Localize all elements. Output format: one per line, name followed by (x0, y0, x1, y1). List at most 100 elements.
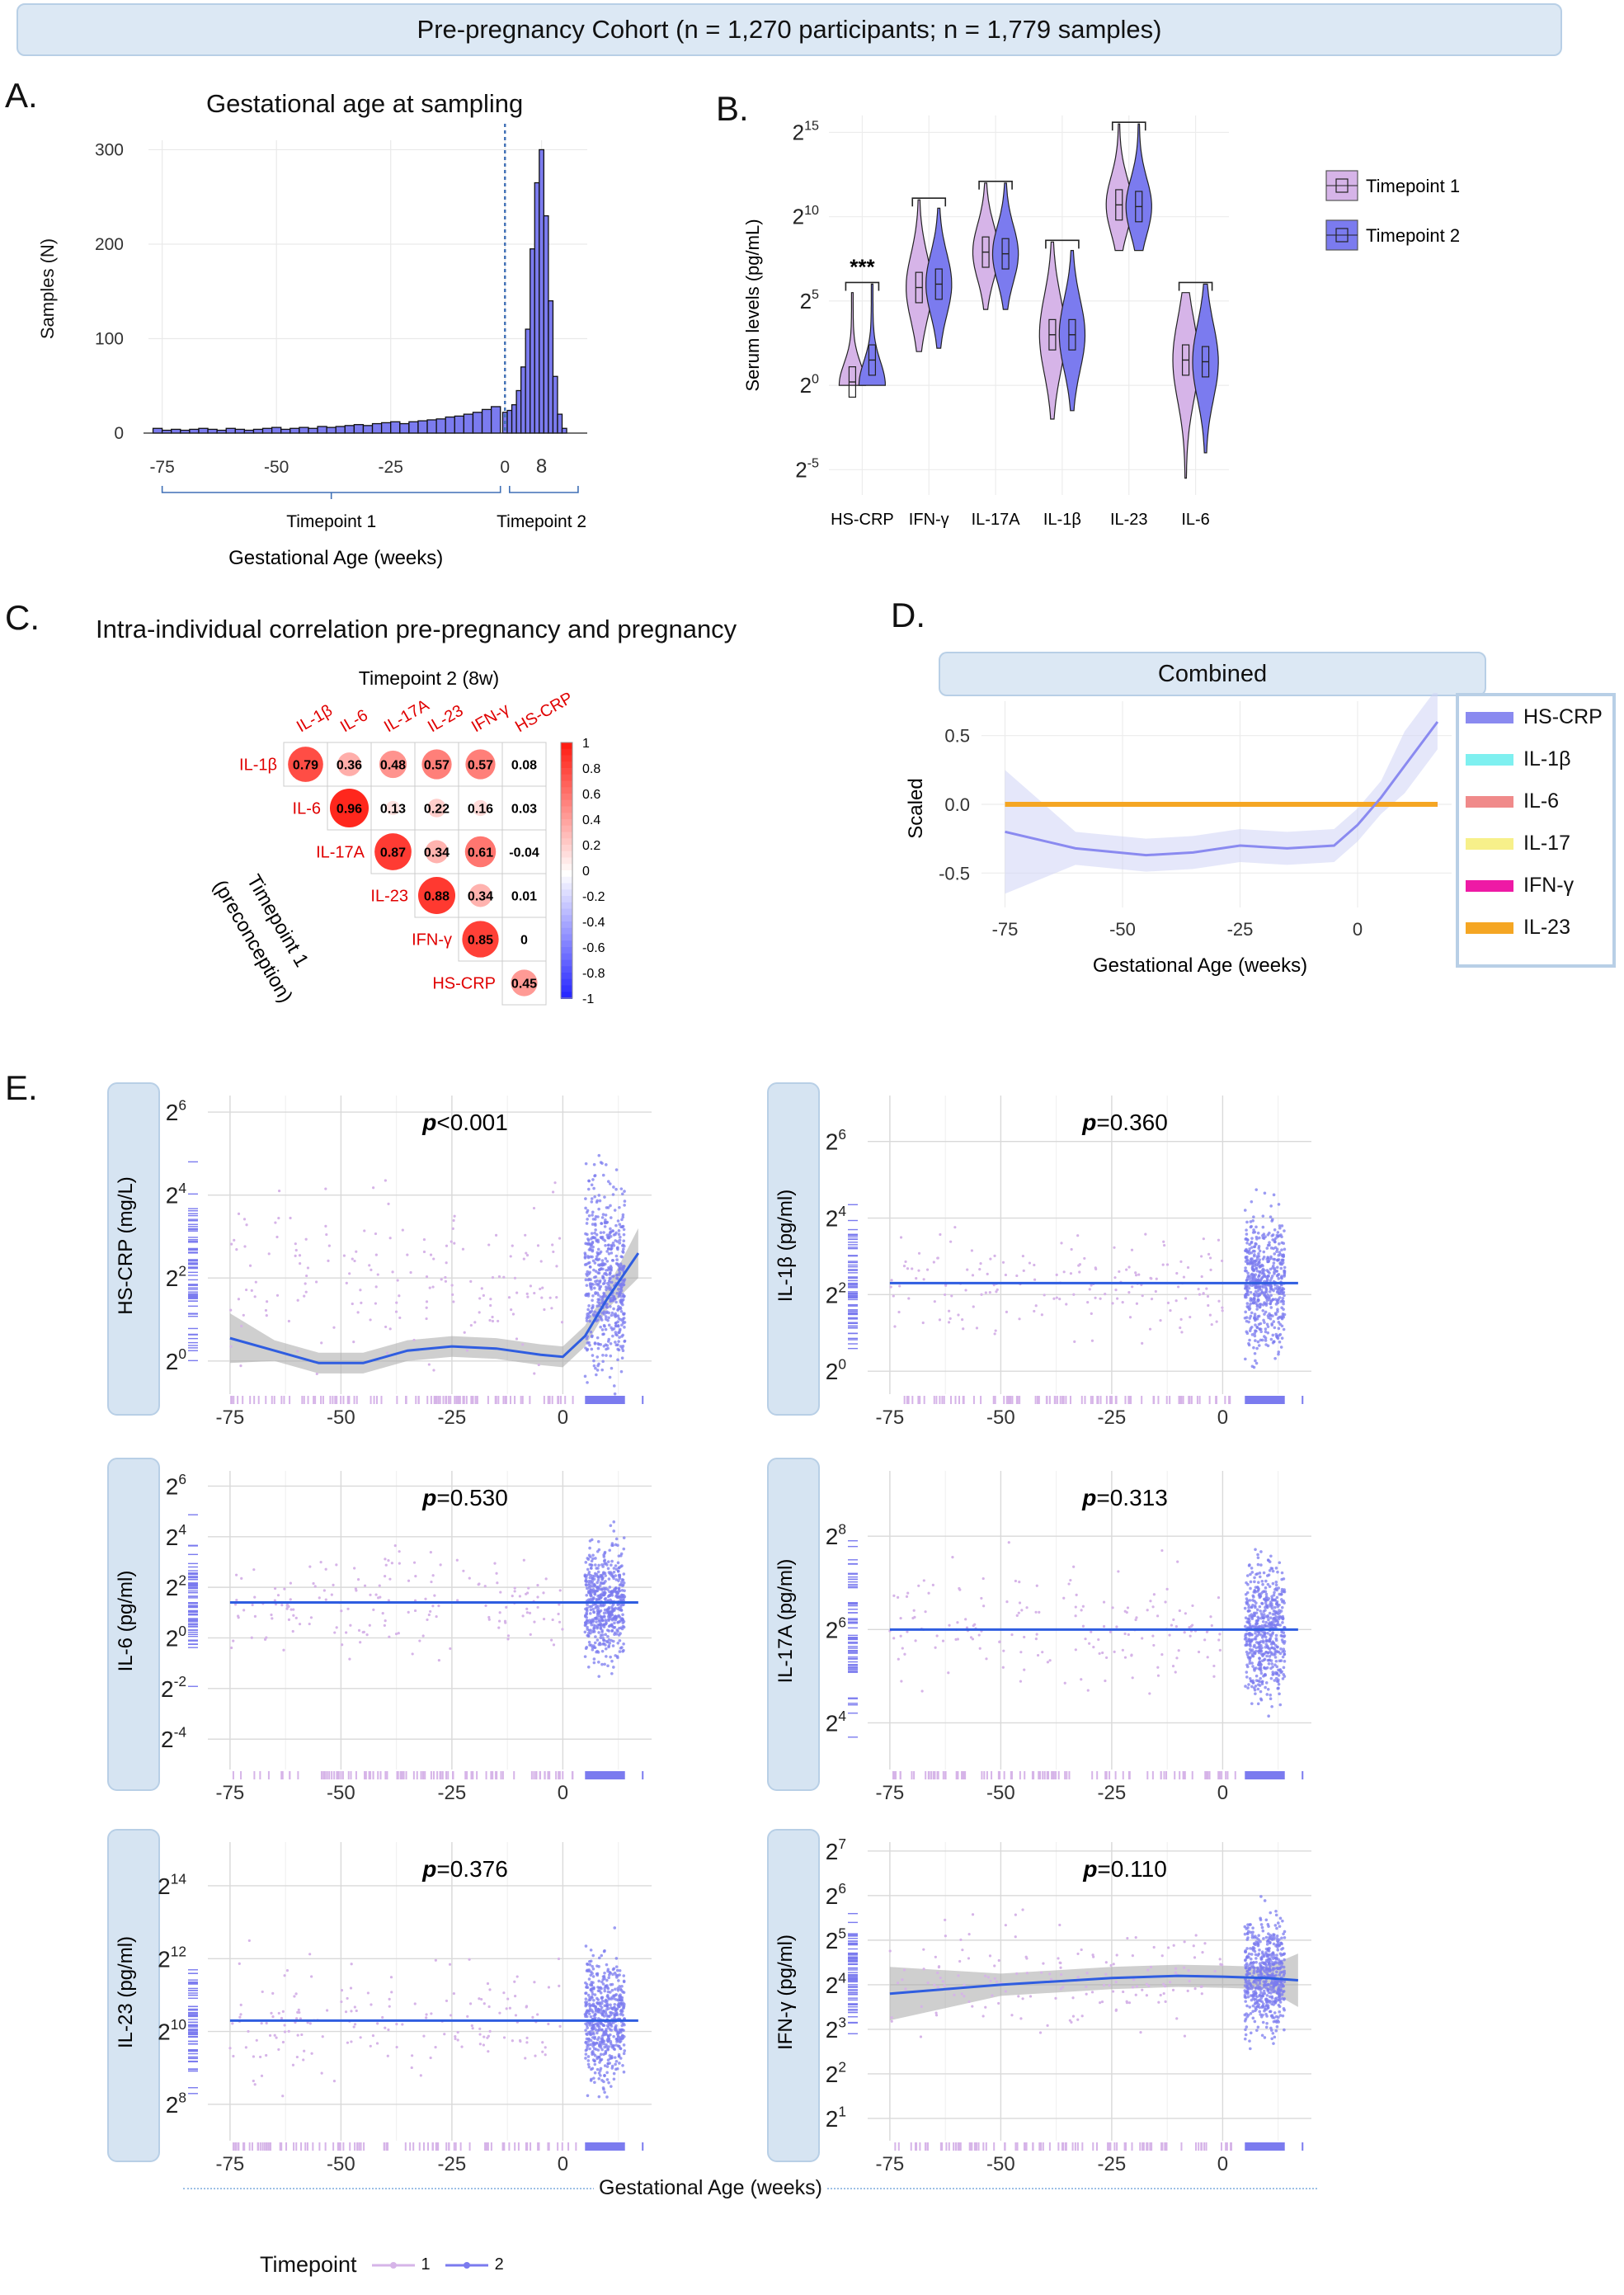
e-point-tp1 (443, 2033, 446, 2036)
e-point-tp2 (1245, 1665, 1250, 1669)
e-point-tp2 (591, 1294, 595, 1298)
e-point-tp1 (1135, 1616, 1138, 1619)
e-point-tp2 (591, 1249, 595, 1253)
e-point-tp2 (618, 2062, 621, 2065)
e-point-tp2 (594, 1366, 597, 1370)
e-point-tp1 (487, 1618, 491, 1621)
e-point-tp2 (598, 2040, 602, 2044)
e-point-tp1 (421, 1634, 425, 1638)
e-point-tp2 (1263, 1294, 1266, 1297)
e-point-tp2 (584, 1206, 587, 1210)
a-bar (539, 148, 545, 434)
e-point-tp2 (609, 1204, 612, 1208)
d-xtick-label: 0 (1353, 919, 1363, 940)
e-point-tp2 (1245, 1319, 1249, 1323)
e-point-tp2 (597, 1956, 601, 1960)
e-point-tp2 (1254, 1632, 1257, 1635)
e-point-tp1 (552, 1250, 555, 1254)
e-point-tp2 (1250, 1237, 1254, 1240)
e-point-tp2 (1280, 1571, 1284, 1575)
e-point-tp1 (1005, 1310, 1009, 1313)
e-point-tp2 (593, 1236, 597, 1240)
e-point-tp2 (602, 1559, 606, 1563)
e-point-tp2 (616, 1656, 619, 1660)
e-point-tp1 (964, 1618, 967, 1621)
e-point-tp2 (1260, 1682, 1264, 1686)
e-point-tp2 (592, 2032, 595, 2036)
e-point-tp1 (359, 1641, 362, 1644)
e-point-tp2 (1273, 1656, 1278, 1659)
e-point-tp2 (588, 1619, 591, 1622)
e-point-tp2 (597, 2095, 601, 2099)
e-point-tp1 (541, 2041, 544, 2044)
a-bar (490, 406, 501, 434)
e-point-tp2 (585, 2009, 589, 2013)
e-point-tp1 (326, 2009, 329, 2012)
e-point-tp2 (606, 1990, 610, 1994)
e-point-tp1 (1109, 1630, 1113, 1633)
e-point-tp1 (507, 1296, 511, 1299)
e-point-tp2 (620, 1346, 624, 1350)
e-point-tp2 (595, 1336, 600, 1340)
e-point-tp1 (1134, 1271, 1137, 1275)
e-point-tp2 (1274, 1617, 1278, 1621)
e-point-tp1 (533, 1291, 536, 1295)
e-point-tp2 (617, 1268, 621, 1272)
e-point-tp1 (977, 1633, 981, 1637)
a-bar (380, 422, 392, 434)
e-point-tp1 (480, 1997, 483, 2001)
c-circle (468, 884, 492, 907)
e-point-tp1 (1092, 1646, 1095, 1649)
e-point-tp2 (1269, 1302, 1273, 1305)
e-point-tp1 (1200, 1255, 1203, 1258)
e-point-tp2 (600, 2037, 604, 2041)
e-point-tp2 (611, 1972, 614, 1977)
c-colorbar-seg (561, 857, 572, 865)
e-point-tp1 (235, 1573, 238, 1576)
e-point-tp1 (407, 1610, 410, 1614)
e-point-tp1 (289, 1598, 292, 1601)
e-point-tp1 (455, 1558, 459, 1562)
e-point-tp2 (604, 1633, 607, 1637)
e-point-tp2 (1269, 1693, 1273, 1697)
c-colorbar-seg (561, 864, 572, 871)
e-point-tp2 (605, 1250, 609, 1253)
e-point-tp1 (522, 1257, 525, 1261)
e-point-tp2 (1243, 1638, 1247, 1641)
e-xtick-label: -50 (327, 1407, 355, 1429)
e-point-tp2 (1252, 1215, 1255, 1218)
c-value: 0.34 (424, 846, 450, 860)
e-point-tp2 (609, 1614, 612, 1619)
e-point-tp1 (951, 1556, 954, 1559)
e-point-tp2 (614, 1321, 618, 1325)
b-xtick-label: IL-23 (1110, 511, 1148, 529)
e-point-tp2 (606, 1318, 610, 1322)
e-point-tp1 (292, 1608, 295, 1611)
e-point-tp2 (599, 1991, 603, 1995)
e-point-tp2 (603, 1324, 606, 1328)
e-point-tp2 (600, 2034, 605, 2038)
c-value: 0.13 (380, 803, 406, 817)
e-point-tp2 (597, 1298, 601, 1302)
a-bar (317, 426, 327, 434)
e-point-tp2 (613, 2002, 617, 2006)
e-point-tp1 (243, 1245, 247, 1248)
e-point-tp1 (993, 1332, 996, 1336)
e-point-tp1 (947, 1321, 951, 1324)
e-point-tp1 (506, 1638, 510, 1641)
d-ylabel: Scaled (905, 778, 927, 838)
e-point-tp2 (619, 1317, 623, 1322)
e-point-tp2 (1261, 1257, 1265, 1261)
e-point-tp2 (619, 1605, 623, 1609)
e-ytick-label: 22 (166, 1572, 186, 1601)
e-point-tp1 (470, 2024, 473, 2028)
e-point-tp2 (608, 1232, 612, 1236)
e-point-tp1 (497, 1626, 501, 1629)
a-bar (335, 426, 346, 434)
e-point-tp2 (614, 1987, 617, 1991)
e-point-tp2 (607, 1645, 610, 1649)
e-point-tp1 (1078, 1263, 1082, 1266)
e-ylabel-box (767, 1458, 820, 1791)
e-point-tp2 (1258, 1270, 1262, 1274)
e-point-tp2 (1247, 1249, 1251, 1253)
